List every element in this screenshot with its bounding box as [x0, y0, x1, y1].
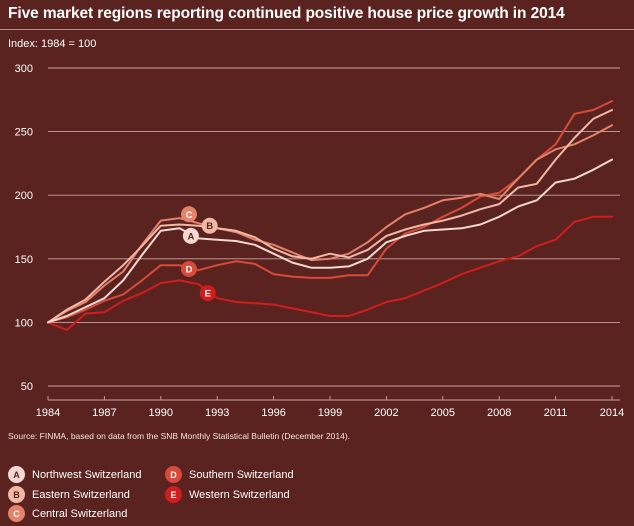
series-marker-e: [199, 285, 216, 302]
y-tick-label: 250: [15, 127, 33, 139]
source-note: Source: FINMA, based on data from the SN…: [8, 431, 351, 441]
legend-badge: C: [8, 505, 25, 522]
legend-label: Southern Switzerland: [189, 468, 294, 481]
legend-label: Northwest Switzerland: [32, 468, 142, 481]
series-marker-d: [181, 260, 197, 277]
y-tick-label: 300: [15, 63, 33, 75]
legend-item-c: C Central Switzerland: [8, 505, 127, 522]
legend-label: Western Switzerland: [189, 488, 290, 501]
legend-badge: B: [8, 486, 25, 503]
gridlines: [48, 67, 620, 387]
x-tick-label: 2014: [600, 407, 624, 419]
series-marker-a: [182, 227, 199, 244]
series-marker-b: [201, 217, 218, 234]
series-line-e: [47, 215, 613, 331]
series-marker-letter: A: [187, 231, 194, 242]
chart-title: Five market regions reporting continued …: [8, 5, 565, 22]
legend-badge: A: [8, 466, 25, 483]
legend-item-d: D Southern Switzerland: [165, 466, 294, 483]
x-tick-label: 1987: [92, 407, 116, 419]
x-tick-label: 1984: [36, 407, 60, 419]
legend-item-e: E Western Switzerland: [165, 486, 290, 503]
y-tick-label: 100: [15, 317, 33, 329]
legend-badge: E: [165, 486, 182, 503]
series-marker-letter: B: [206, 221, 213, 232]
y-tick-label: 200: [15, 190, 33, 202]
x-tick-label: 2011: [544, 407, 568, 419]
series-marker-letter: C: [186, 210, 193, 221]
y-tick-label: 50: [21, 381, 33, 393]
x-tick-label: 1993: [205, 407, 229, 419]
legend-item-a: A Northwest Switzerland: [8, 466, 141, 483]
legend-label: Eastern Switzerland: [32, 488, 130, 501]
line-chart: 50 100 150 200 250 300 1984 1987 1990 1993 1996 199…: [15, 63, 625, 419]
series-marker-c: [181, 206, 197, 223]
y-tick-label: 150: [15, 254, 33, 266]
legend-badge: D: [165, 466, 182, 483]
title-divider: [0, 29, 634, 30]
series-markers: E D C B A: [181, 206, 218, 302]
y-axis-label: Index: 1984 = 100: [8, 38, 97, 50]
x-tick-label: 2002: [374, 407, 398, 419]
x-tick-label: 2005: [431, 407, 455, 419]
series-line-c: [47, 124, 613, 324]
series-line-b: [47, 109, 613, 324]
legend-item-b: B Eastern Switzerland: [8, 486, 130, 503]
x-tick-label: 2008: [487, 407, 511, 419]
series-line-d: [47, 100, 613, 324]
x-tick-label: 1990: [149, 407, 173, 419]
x-tick-label: 1999: [318, 407, 342, 419]
series-line-a: [47, 158, 613, 324]
x-tick-label: 1996: [261, 407, 285, 419]
axes: 50 100 150 200 250 300 1984 1987 1990 1993 1996 199…: [15, 63, 625, 419]
series-marker-letter: E: [205, 289, 211, 300]
legend-label: Central Switzerland: [32, 507, 128, 520]
series-marker-letter: D: [186, 264, 193, 275]
series-lines: [47, 100, 613, 331]
